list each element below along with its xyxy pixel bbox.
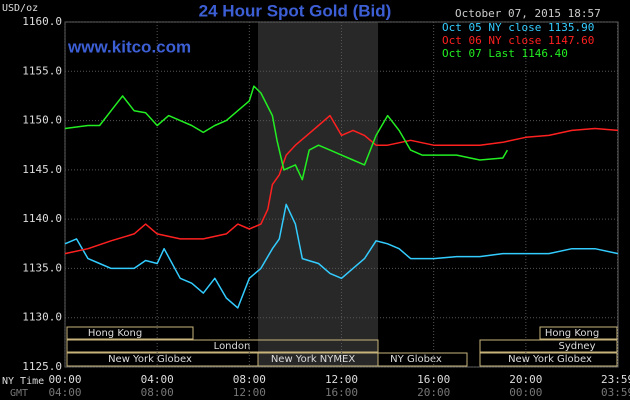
price-line [64, 85, 509, 181]
x-axis-label: NY Time [2, 376, 44, 387]
unit-label: USD/oz [2, 3, 38, 14]
session-box [479, 352, 618, 367]
x2-tick-label: 00:00 [509, 386, 542, 399]
x-tick-label: 16:00 [417, 373, 450, 386]
session-label: New York Globex [108, 354, 192, 365]
x-tick-label: 23:59 [601, 373, 630, 386]
y-tick-label: 1155.0 [22, 64, 62, 77]
y-tick-label: 1145.0 [22, 163, 62, 176]
x-tick-label: 04:00 [141, 373, 174, 386]
x2-tick-label: 04:00 [48, 386, 81, 399]
x2-tick-label: 16:00 [325, 386, 358, 399]
x-tick-label: 20:00 [509, 373, 542, 386]
session-label: Sydney [558, 341, 595, 352]
x2-tick-label: 20:00 [417, 386, 450, 399]
x-tick-label: 00:00 [48, 373, 81, 386]
legend-entry: Oct 05 NY close 1135.90 [442, 21, 594, 34]
session-box [66, 339, 379, 353]
legend-entry: Oct 06 NY close 1147.60 [442, 34, 594, 47]
session-label: New York Globex [508, 354, 592, 365]
session-box [479, 339, 618, 353]
x-tick-label: 08:00 [233, 373, 266, 386]
y-tick-label: 1125.0 [22, 360, 62, 373]
source: www.kitco.com [67, 37, 191, 56]
price-line [64, 203, 619, 309]
timestamp: October 07, 2015 18:57 [455, 7, 601, 20]
session-label: New York NYMEX [271, 354, 356, 365]
session-label: London [214, 341, 251, 352]
x2-tick-label: 12:00 [233, 386, 266, 399]
session-box [539, 326, 618, 340]
x2-tick-label: 08:00 [141, 386, 174, 399]
x-tick-label: 12:00 [325, 373, 358, 386]
gmt-axis-label: GMT [10, 388, 28, 399]
session-box [66, 326, 194, 340]
nymex-shade [258, 22, 378, 367]
chart-title: 24 Hour Spot Gold (Bid) [199, 1, 392, 20]
y-tick-label: 1130.0 [22, 311, 62, 324]
sessions: Hong Kong London New York Globex New Yor… [66, 326, 618, 367]
y-tick-label: 1160.0 [22, 15, 62, 28]
y-tick-label: 1135.0 [22, 261, 62, 274]
session-label: Hong Kong [88, 328, 142, 339]
session-label: Hong Kong [545, 328, 599, 339]
legend-entry: Oct 07 Last 1146.40 [442, 47, 568, 60]
session-box [377, 352, 468, 367]
price-line [64, 114, 619, 255]
session-label: NY Globex [390, 354, 442, 365]
x2-tick-label: 03:59 [601, 386, 630, 399]
y-tick-label: 1140.0 [22, 212, 62, 225]
y-tick-label: 1150.0 [22, 114, 62, 127]
